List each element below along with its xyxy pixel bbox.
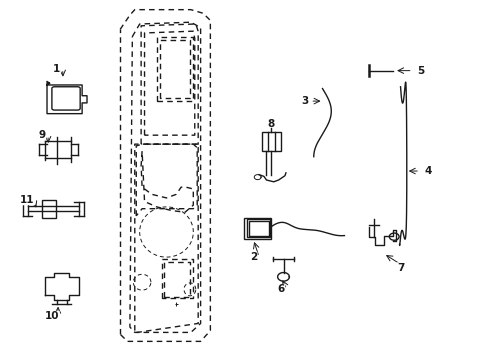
Bar <box>261 132 281 151</box>
Bar <box>249 221 268 235</box>
Text: 10: 10 <box>44 311 59 321</box>
Text: 3: 3 <box>301 96 308 106</box>
Bar <box>42 201 56 218</box>
Text: 6: 6 <box>277 284 284 294</box>
Text: 5: 5 <box>417 66 424 76</box>
Text: 4: 4 <box>424 166 431 176</box>
Bar <box>246 220 270 237</box>
Bar <box>244 218 271 239</box>
Text: 9: 9 <box>39 130 45 140</box>
Text: 1: 1 <box>53 64 61 74</box>
Text: 2: 2 <box>249 252 256 262</box>
Text: 11: 11 <box>20 195 35 205</box>
Text: 8: 8 <box>267 120 274 129</box>
Text: 7: 7 <box>396 263 404 273</box>
